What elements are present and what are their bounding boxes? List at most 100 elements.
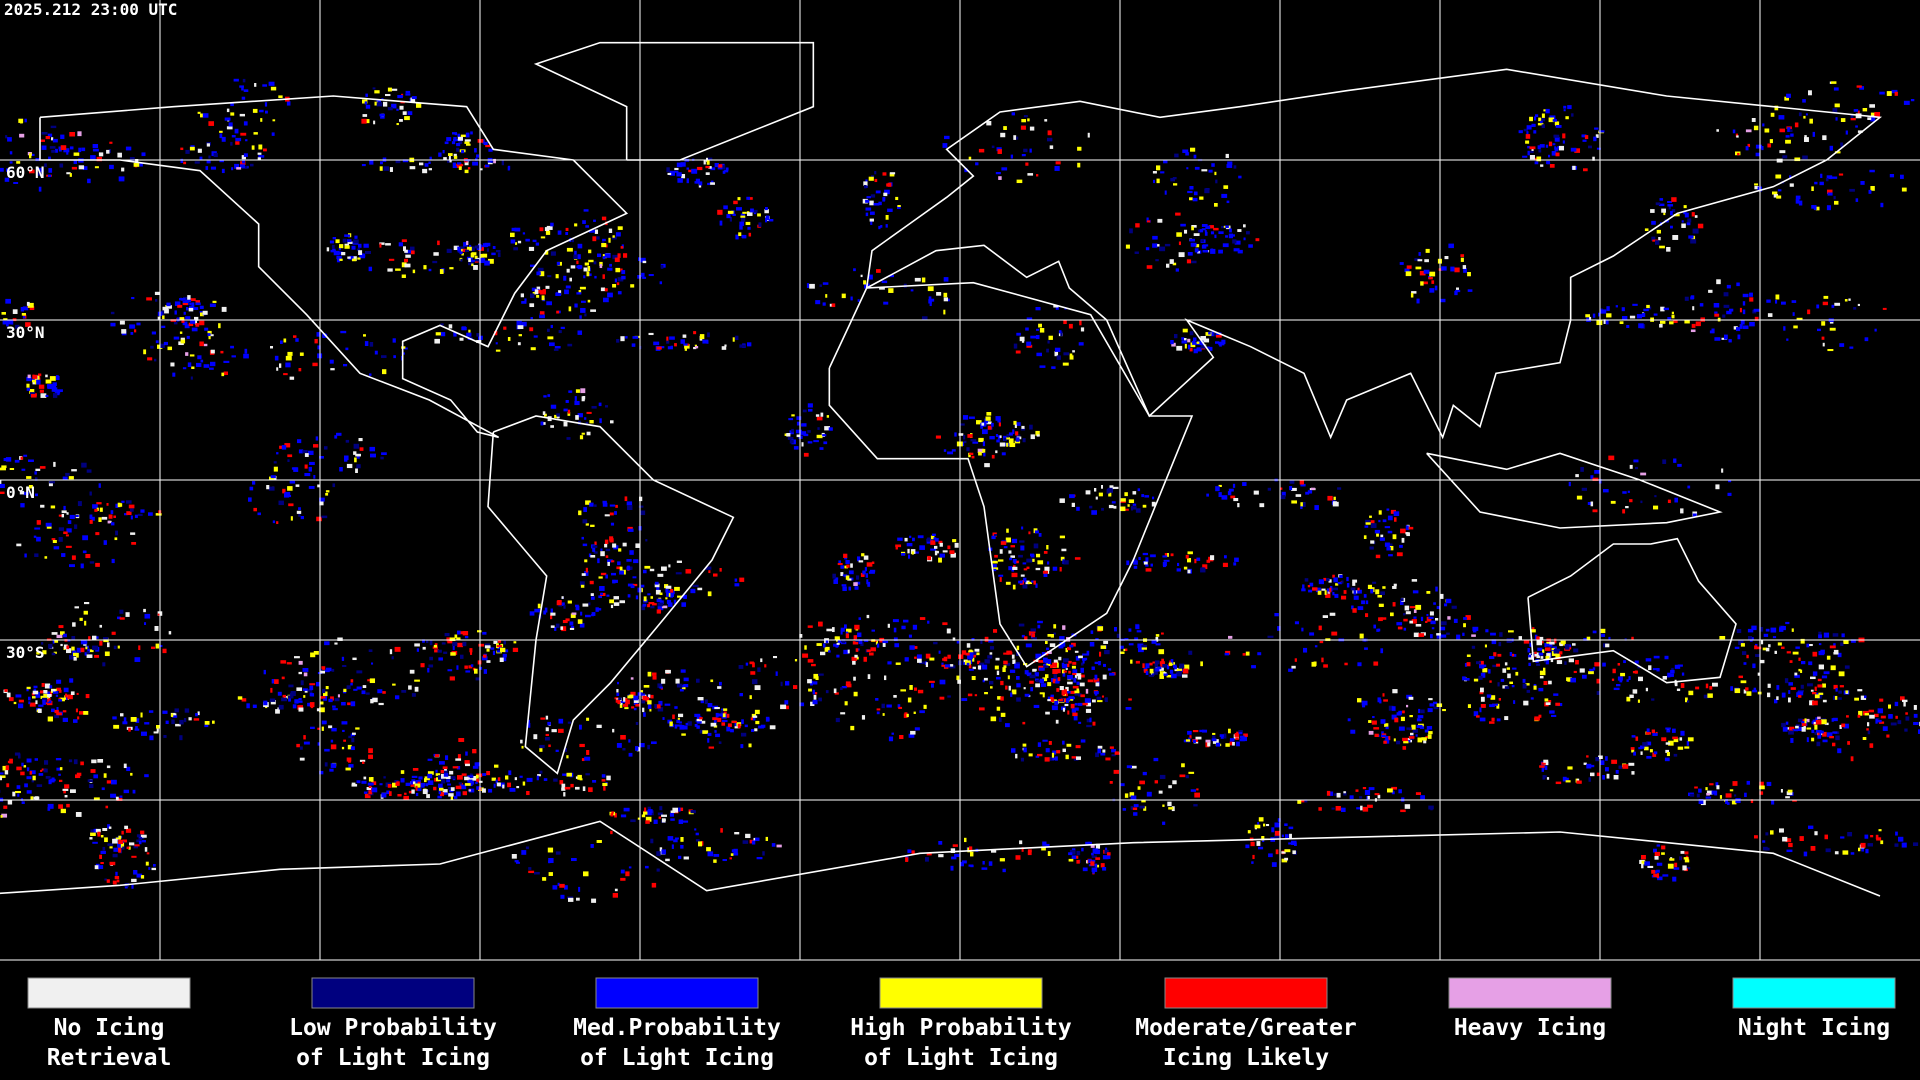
icing-pixel	[288, 503, 294, 507]
icing-pixel	[163, 735, 167, 738]
icing-pixel	[545, 285, 550, 289]
icing-pixel	[1182, 149, 1189, 153]
icing-pixel	[867, 674, 871, 680]
icing-pixel	[862, 570, 866, 575]
icing-pixel	[1284, 857, 1289, 861]
icing-pixel	[1327, 589, 1331, 594]
icing-pixel	[1668, 673, 1674, 677]
icing-pixel	[1069, 355, 1074, 360]
icing-pixel	[784, 700, 789, 705]
icing-pixel	[299, 746, 303, 750]
icing-pixel	[1785, 721, 1789, 725]
icing-pixel	[1761, 640, 1764, 645]
icing-pixel	[1814, 732, 1818, 735]
icing-pixel	[434, 338, 440, 344]
icing-pixel	[344, 455, 349, 461]
icing-pixel	[559, 883, 565, 888]
icing-pixel	[424, 776, 430, 781]
icing-pixel	[547, 328, 550, 332]
icing-pixel	[482, 631, 487, 635]
icing-pixel	[576, 897, 580, 901]
icing-pixel	[954, 432, 957, 437]
icing-pixel	[1590, 475, 1594, 479]
icing-pixel	[1021, 119, 1027, 123]
icing-pixel	[125, 828, 132, 833]
icing-pixel	[1042, 845, 1047, 848]
icing-pixel	[626, 559, 632, 562]
icing-pixel	[574, 250, 577, 255]
icing-pixel	[1867, 843, 1874, 847]
icing-pixel	[1737, 334, 1741, 340]
icing-pixel	[1788, 842, 1793, 848]
icing-pixel	[725, 167, 729, 171]
icing-pixel	[206, 143, 210, 147]
icing-pixel	[1315, 587, 1321, 593]
icing-pixel	[1044, 119, 1048, 122]
icing-pixel	[1038, 660, 1044, 663]
icing-pixel	[449, 267, 454, 270]
icing-pixel	[632, 583, 638, 587]
icing-pixel	[706, 160, 710, 165]
icing-pixel	[1391, 714, 1397, 720]
icing-pixel	[1697, 223, 1704, 229]
icing-pixel	[51, 652, 56, 656]
icing-pixel	[1522, 678, 1526, 683]
icing-pixel	[1163, 673, 1168, 676]
icing-pixel	[1336, 792, 1341, 798]
icing-pixel	[550, 625, 555, 628]
icing-pixel	[195, 323, 200, 327]
icing-pixel	[353, 688, 358, 691]
icing-pixel	[513, 641, 517, 644]
icing-pixel	[1059, 567, 1062, 572]
icing-pixel	[1046, 545, 1049, 550]
icing-pixel	[1476, 661, 1481, 665]
icing-pixel	[943, 449, 947, 452]
icing-pixel	[1107, 854, 1111, 859]
icing-pixel	[1076, 850, 1081, 856]
icing-pixel	[1109, 781, 1113, 784]
icing-pixel	[482, 139, 485, 144]
icing-pixel	[1187, 730, 1192, 735]
icing-pixel	[1189, 348, 1193, 352]
icing-pixel	[914, 656, 917, 659]
icing-pixel	[713, 859, 717, 863]
icing-pixel	[1370, 588, 1374, 594]
icing-pixel	[1789, 175, 1792, 180]
icing-pixel	[471, 263, 474, 267]
icing-pixel	[64, 795, 68, 798]
icing-pixel	[1829, 327, 1836, 331]
icing-pixel	[1427, 734, 1432, 739]
icing-pixel	[645, 539, 648, 542]
icing-pixel	[612, 728, 615, 733]
icing-pixel	[1562, 776, 1567, 782]
icing-pixel	[1222, 562, 1228, 568]
icing-pixel	[1429, 271, 1436, 277]
icing-pixel	[574, 303, 578, 308]
icing-pixel	[749, 661, 754, 665]
icing-pixel	[684, 344, 690, 349]
icing-pixel	[696, 678, 700, 683]
icing-pixel	[1587, 502, 1593, 505]
icing-pixel	[1386, 508, 1390, 511]
icing-pixel	[1036, 335, 1040, 340]
icing-pixel	[1714, 790, 1718, 796]
icing-pixel	[850, 296, 853, 301]
icing-pixel	[1033, 704, 1040, 708]
icing-pixel	[29, 306, 35, 311]
icing-pixel	[1606, 313, 1612, 318]
icing-pixel	[462, 641, 467, 647]
icing-pixel	[163, 341, 168, 346]
icing-pixel	[207, 334, 214, 337]
icing-pixel	[570, 265, 576, 269]
icing-pixel	[117, 502, 121, 508]
icing-pixel	[718, 164, 723, 168]
icing-pixel	[1151, 640, 1157, 644]
icing-pixel	[374, 90, 380, 94]
icing-pixel	[241, 155, 246, 160]
icing-pixel	[342, 729, 345, 732]
icing-pixel	[293, 335, 297, 338]
icing-pixel	[382, 369, 387, 375]
icing-pixel	[1882, 726, 1888, 731]
icing-pixel	[668, 593, 672, 597]
icing-pixel	[151, 331, 156, 335]
